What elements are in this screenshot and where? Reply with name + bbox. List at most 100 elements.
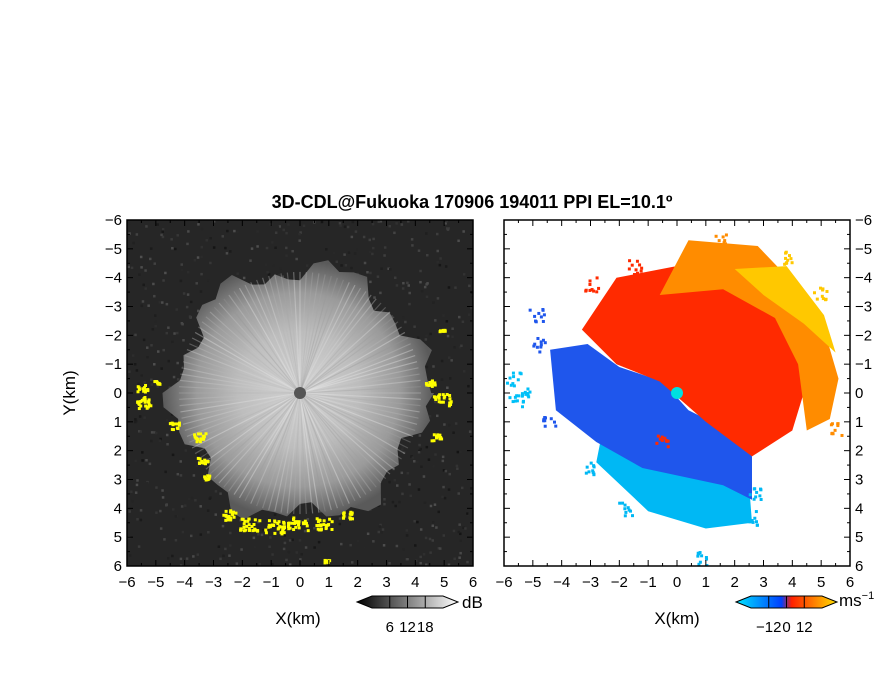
noise-pixel bbox=[212, 220, 216, 223]
noise-pixel bbox=[366, 532, 370, 536]
noise-pixel bbox=[340, 542, 343, 546]
y-tick-label: 1 bbox=[855, 414, 863, 431]
noise-pixel bbox=[327, 557, 330, 561]
velocity-speckle bbox=[819, 286, 823, 290]
velocity-speckle bbox=[592, 472, 596, 476]
velocity-speckle bbox=[747, 510, 751, 514]
noise-pixel bbox=[174, 247, 177, 251]
noise-pixel bbox=[470, 487, 473, 490]
radial-streak bbox=[228, 294, 301, 394]
velocity-speckle bbox=[515, 394, 519, 398]
noise-pixel bbox=[401, 448, 404, 451]
radial-streak bbox=[299, 298, 377, 394]
yellow-echo bbox=[194, 436, 198, 440]
y-tick-label: −1 bbox=[105, 356, 122, 373]
noise-pixel bbox=[166, 442, 169, 446]
noise-pixel bbox=[422, 475, 426, 478]
noise-pixel bbox=[158, 439, 162, 442]
yellow-echo bbox=[204, 478, 208, 482]
noise-pixel bbox=[285, 254, 288, 257]
radial-streak bbox=[299, 272, 314, 394]
radial-streak bbox=[299, 392, 411, 443]
noise-pixel bbox=[225, 252, 229, 255]
yellow-echo bbox=[222, 513, 226, 517]
yellow-echo bbox=[302, 522, 306, 526]
noise-pixel bbox=[398, 500, 401, 504]
noise-pixel bbox=[406, 471, 410, 475]
noise-pixel bbox=[466, 512, 469, 515]
velocity-speckle bbox=[663, 436, 667, 440]
noise-pixel bbox=[142, 338, 146, 342]
yellow-echo bbox=[196, 432, 200, 436]
velocity-speckle bbox=[528, 390, 532, 394]
radial-streak bbox=[299, 321, 399, 394]
noise-pixel bbox=[413, 519, 416, 523]
velocity-speckle bbox=[666, 445, 670, 449]
velocity-speckle bbox=[758, 494, 762, 498]
noise-pixel bbox=[438, 263, 442, 267]
velocity-speckle bbox=[635, 259, 639, 263]
noise-pixel bbox=[128, 232, 131, 235]
yellow-echo bbox=[141, 387, 145, 391]
yellow-echo bbox=[177, 421, 181, 425]
noise-pixel bbox=[340, 264, 343, 267]
yellow-echo bbox=[435, 436, 439, 440]
noise-pixel bbox=[135, 233, 139, 236]
noise-pixel bbox=[299, 558, 302, 561]
velocity-speckle bbox=[543, 424, 547, 428]
yellow-echo bbox=[139, 404, 143, 408]
noise-pixel bbox=[432, 521, 435, 524]
noise-pixel bbox=[350, 561, 354, 564]
noise-pixel bbox=[447, 488, 451, 491]
radial-streak bbox=[268, 392, 301, 511]
yellow-echo bbox=[193, 433, 197, 437]
velocity-speckle bbox=[627, 267, 631, 271]
velocity-speckle bbox=[638, 263, 642, 267]
noise-pixel bbox=[349, 543, 352, 547]
yellow-echo bbox=[435, 434, 439, 438]
noise-pixel bbox=[299, 231, 302, 234]
velocity-speckle bbox=[535, 345, 539, 349]
noise-pixel bbox=[388, 480, 391, 484]
radial-streak bbox=[201, 392, 301, 465]
velocity-speckle bbox=[714, 234, 718, 238]
noise-pixel bbox=[200, 245, 204, 249]
yellow-echo bbox=[448, 401, 452, 405]
velocity-speckle bbox=[533, 342, 537, 346]
yellow-echo bbox=[176, 422, 180, 426]
radial-streak bbox=[299, 392, 406, 455]
yellow-echo bbox=[202, 461, 206, 465]
velocity-speckle bbox=[552, 420, 556, 424]
radial-streak bbox=[299, 311, 391, 394]
noise-pixel bbox=[392, 467, 395, 471]
radial-streak bbox=[293, 272, 301, 394]
noise-pixel bbox=[206, 509, 210, 512]
noise-pixel bbox=[128, 510, 131, 513]
noise-pixel bbox=[227, 221, 231, 225]
yellow-echo bbox=[319, 523, 323, 527]
noise-pixel bbox=[436, 297, 440, 300]
noise-pixel bbox=[454, 286, 457, 289]
noise-pixel bbox=[266, 271, 269, 274]
velocity-speckle bbox=[833, 428, 837, 432]
y-tick-label: 4 bbox=[114, 500, 122, 517]
x-tick-label: −5 bbox=[524, 574, 541, 591]
noise-pixel bbox=[152, 282, 155, 286]
noise-pixel bbox=[229, 544, 232, 547]
x-tick-label: 6 bbox=[469, 574, 477, 591]
radial-streak bbox=[299, 294, 372, 394]
noise-pixel bbox=[137, 382, 140, 386]
radial-streak bbox=[299, 392, 377, 488]
noise-pixel bbox=[406, 557, 409, 561]
yellow-echo bbox=[324, 523, 328, 527]
noise-pixel bbox=[417, 249, 421, 252]
noise-pixel bbox=[278, 273, 281, 277]
velocity-speckle bbox=[591, 469, 595, 473]
noise-pixel bbox=[139, 430, 143, 433]
noise-pixel bbox=[451, 327, 454, 330]
velocity-speckle bbox=[715, 246, 719, 250]
noise-pixel bbox=[217, 545, 221, 548]
yellow-echo bbox=[139, 400, 143, 404]
yellow-echo bbox=[136, 390, 140, 394]
radial-streak bbox=[180, 373, 301, 394]
